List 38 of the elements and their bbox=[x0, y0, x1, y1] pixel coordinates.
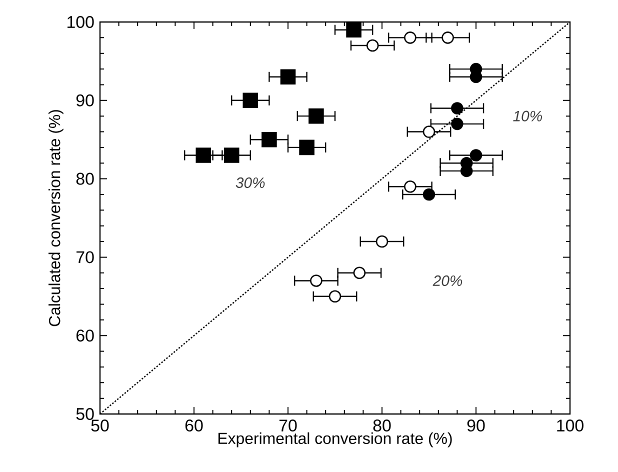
point bbox=[366, 39, 379, 52]
x-tick-label: 50 bbox=[91, 420, 109, 432]
point bbox=[422, 126, 436, 138]
y-tick-label: 80 bbox=[76, 172, 94, 185]
point bbox=[422, 188, 436, 201]
x-axis-title: Experimental conversion rate (%) bbox=[218, 432, 452, 448]
y-tick-label: 70 bbox=[76, 251, 94, 264]
y-axis-title: Calculated conversion rate (%) bbox=[48, 110, 64, 326]
point bbox=[346, 22, 362, 38]
annotation: 30% bbox=[236, 177, 265, 188]
point bbox=[242, 92, 258, 108]
point bbox=[196, 148, 212, 163]
x-tick-label: 60 bbox=[185, 420, 203, 432]
point bbox=[310, 274, 322, 287]
annotation: 10% bbox=[513, 110, 542, 122]
point bbox=[280, 69, 296, 85]
y-tick-label: 50 bbox=[76, 408, 94, 420]
x-tick-label: 90 bbox=[467, 420, 485, 432]
x-tick-label: 70 bbox=[279, 420, 297, 432]
point bbox=[404, 32, 416, 44]
point bbox=[262, 132, 277, 148]
point bbox=[470, 149, 482, 162]
point bbox=[442, 32, 454, 44]
point bbox=[308, 108, 324, 124]
point bbox=[224, 148, 240, 163]
annotation: 20% bbox=[432, 275, 462, 286]
point bbox=[299, 140, 314, 156]
x-tick-label: 100 bbox=[557, 420, 584, 432]
point bbox=[328, 290, 342, 303]
point bbox=[404, 180, 416, 193]
point bbox=[376, 235, 388, 248]
y-tick-label: 90 bbox=[76, 94, 94, 106]
y-tick-label: 60 bbox=[76, 330, 94, 342]
x-tick-label: 80 bbox=[373, 420, 391, 432]
point bbox=[451, 102, 464, 114]
y-tick-label: 100 bbox=[68, 16, 94, 28]
point bbox=[451, 118, 464, 130]
point bbox=[353, 266, 366, 280]
